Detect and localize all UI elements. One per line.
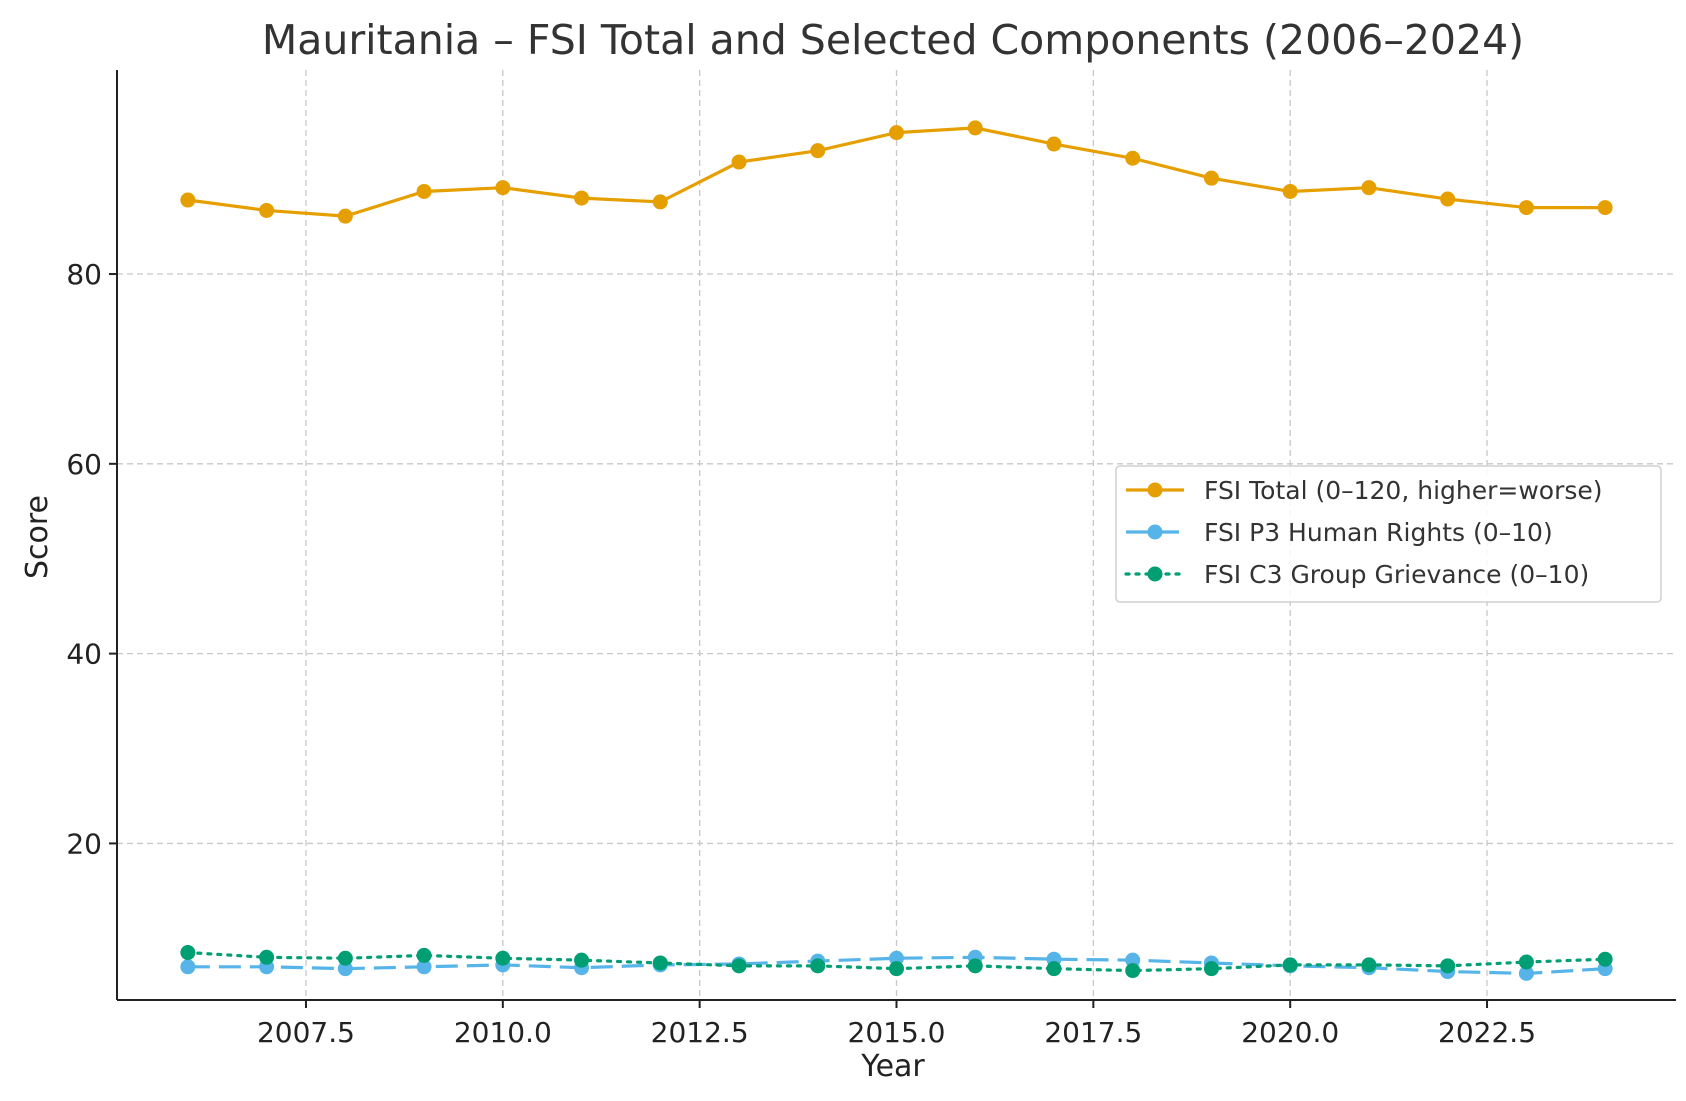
x-tick-label: 2012.5 <box>651 1016 749 1049</box>
data-point <box>1125 150 1141 166</box>
data-point <box>1203 961 1219 977</box>
data-point <box>889 961 904 977</box>
y-tick-label: 20 <box>66 827 102 860</box>
data-point <box>495 950 511 966</box>
series-layer <box>180 120 1613 981</box>
legend-item: FSI C3 Group Grievance (0–10) <box>1124 560 1589 589</box>
legend-label: FSI P3 Human Rights (0–10) <box>1204 518 1553 547</box>
x-tick-label: 2017.5 <box>1044 1016 1142 1049</box>
y-tick-label: 80 <box>66 258 102 291</box>
data-point <box>889 950 904 966</box>
legend-marker <box>1147 524 1163 540</box>
legend-box <box>1115 465 1662 603</box>
data-point <box>1361 957 1377 973</box>
data-point <box>416 947 432 963</box>
chart-title: Mauritania – FSI Total and Selected Comp… <box>262 16 1524 64</box>
data-point <box>1282 957 1298 973</box>
axes: 2007.5 2010.0 2012.5 2015.0 2017.5 2020.0 2022… <box>66 70 1676 1049</box>
data-point <box>889 125 904 141</box>
data-point <box>1125 963 1141 979</box>
legend-item: FSI P3 Human Rights (0–10) <box>1126 518 1553 547</box>
legend-item: FSI Total (0–120, higher=worse) <box>1126 476 1603 505</box>
data-point <box>1125 952 1141 968</box>
data-point <box>1518 200 1534 216</box>
data-point <box>652 955 668 971</box>
data-point <box>967 958 983 974</box>
x-tick-label: 2020.0 <box>1241 1016 1339 1049</box>
series-0 <box>180 120 1613 224</box>
legend-marker <box>1147 566 1163 582</box>
y-axis-label: Score <box>20 495 55 579</box>
x-axis-label: Year <box>860 1049 925 1084</box>
data-point <box>1361 180 1377 196</box>
data-point <box>1046 961 1062 977</box>
data-point <box>731 958 747 974</box>
data-point <box>416 183 432 199</box>
data-point <box>1518 965 1534 981</box>
data-point <box>259 949 275 965</box>
series-2 <box>180 945 1613 979</box>
data-point <box>495 180 511 196</box>
data-point <box>1046 136 1062 152</box>
legend: FSI Total (0–120, higher=worse) FSI P3 Hu… <box>1115 465 1662 603</box>
legend-label: FSI C3 Group Grievance (0–10) <box>1204 560 1589 589</box>
data-point <box>180 945 196 961</box>
data-point <box>574 952 590 968</box>
x-tick-label: 2022.5 <box>1438 1016 1536 1049</box>
data-point <box>1282 183 1298 199</box>
data-point <box>416 959 432 975</box>
data-point <box>1440 191 1456 207</box>
y-tick-label: 60 <box>66 448 102 481</box>
data-point <box>1597 200 1613 216</box>
legend-marker <box>1147 482 1163 498</box>
data-point <box>337 961 353 977</box>
data-point <box>337 208 353 224</box>
data-point <box>1203 170 1219 186</box>
data-point <box>574 190 590 206</box>
data-point <box>1518 954 1534 970</box>
data-point <box>810 143 826 159</box>
data-point <box>810 958 826 974</box>
x-tick-label: 2007.5 <box>257 1016 355 1049</box>
data-point <box>259 202 275 218</box>
data-point <box>1597 951 1613 967</box>
data-point <box>967 120 983 136</box>
legend-label: FSI Total (0–120, higher=worse) <box>1204 476 1603 505</box>
data-point <box>180 192 196 208</box>
x-tick-label: 2010.0 <box>454 1016 552 1049</box>
data-point <box>731 154 747 170</box>
y-tick-label: 40 <box>66 638 102 671</box>
data-point <box>652 194 668 210</box>
data-point <box>1440 958 1456 974</box>
x-tick-label: 2015.0 <box>848 1016 946 1049</box>
data-point <box>337 950 353 966</box>
data-point <box>180 959 196 975</box>
